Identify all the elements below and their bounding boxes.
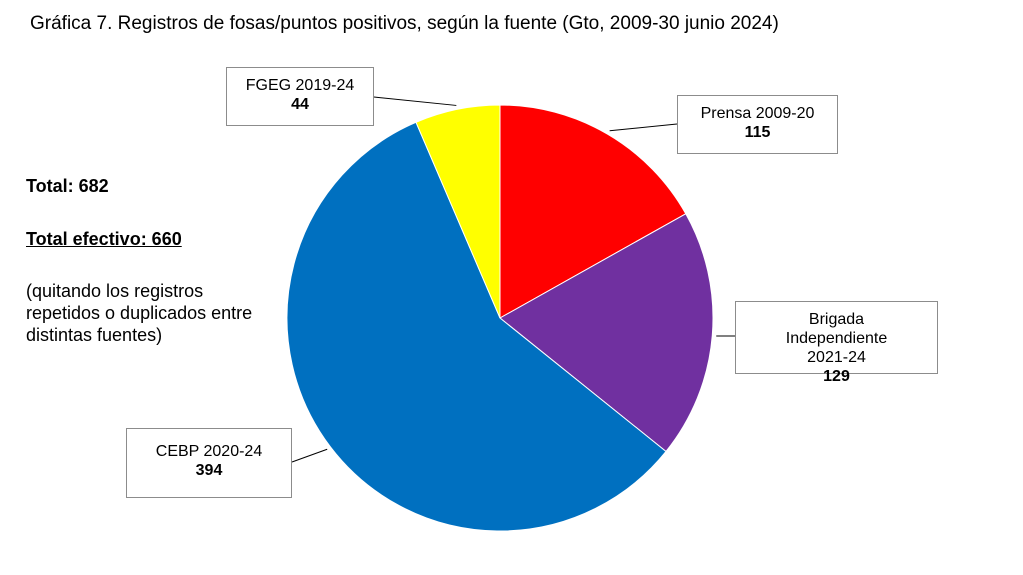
data-label-value: 129: [823, 368, 850, 385]
leader-line-fgeg: [373, 96, 457, 106]
data-label-name: Brigada Independiente 2021-24: [785, 311, 888, 366]
data-label-cebp: CEBP 2020-24 394: [126, 428, 292, 498]
side-note: (quitando los registros repetidos o dupl…: [26, 281, 253, 345]
leader-lines: [291, 96, 736, 463]
pie-slices: [286, 104, 714, 532]
total-efectivo-text: Total efectivo: 660: [26, 229, 182, 249]
pie-slice-brigada: [499, 213, 714, 453]
total-text: Total: 682: [26, 176, 109, 196]
pie-slice-fgeg: [415, 104, 501, 319]
leader-line-prensa: [609, 123, 678, 132]
data-label-brigada: Brigada Independiente 2021-24 129: [735, 301, 938, 385]
data-label-name: CEBP 2020-24: [155, 443, 263, 460]
pie-slice-cebp: [286, 121, 667, 532]
leader-line-cebp: [291, 448, 328, 463]
data-label-name: FGEG 2019-24: [245, 77, 355, 94]
chart-title: Gráfica 7. Registros de fosas/puntos pos…: [30, 13, 779, 34]
data-label-value: 394: [195, 462, 223, 479]
data-label-value: 44: [291, 96, 309, 113]
data-label-name: Prensa 2009-20: [700, 105, 815, 122]
data-label-value: 115: [744, 124, 771, 141]
data-label-fgeg: FGEG 2019-24 44: [226, 67, 374, 126]
pie-slice-prensa: [499, 104, 687, 319]
data-label-prensa: Prensa 2009-20 115: [677, 95, 838, 154]
